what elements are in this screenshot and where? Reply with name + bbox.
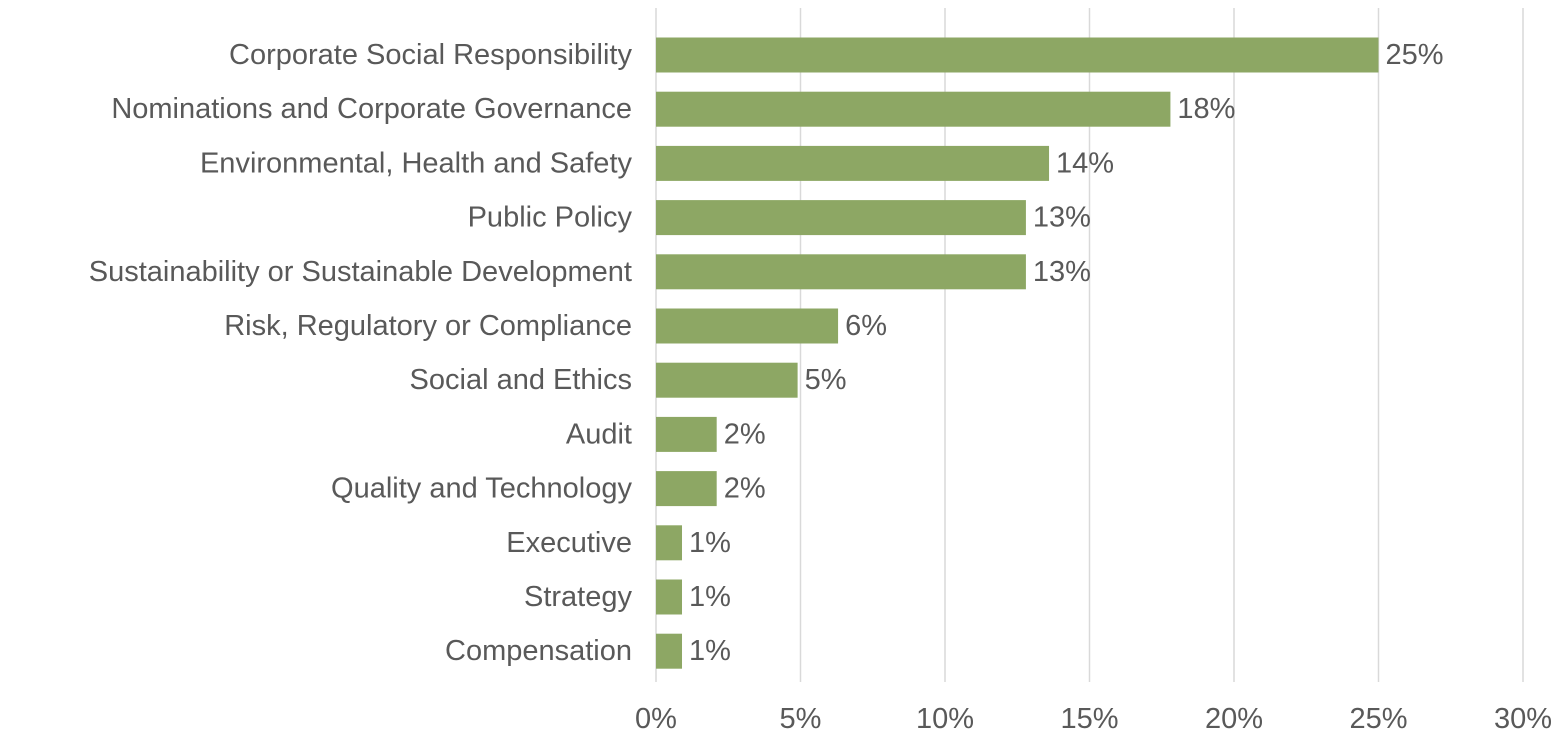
bar bbox=[656, 92, 1170, 127]
x-tick-label: 0% bbox=[635, 703, 677, 731]
x-tick-label: 30% bbox=[1494, 703, 1552, 731]
bars bbox=[656, 38, 1379, 669]
x-tick-label: 10% bbox=[916, 703, 974, 731]
category-label: Social and Ethics bbox=[410, 364, 632, 396]
category-label: Executive bbox=[506, 527, 632, 559]
bar bbox=[656, 38, 1379, 73]
data-label: 18% bbox=[1177, 93, 1235, 125]
bar bbox=[656, 254, 1026, 289]
bar bbox=[656, 471, 717, 506]
x-tick-label: 20% bbox=[1205, 703, 1263, 731]
data-label: 6% bbox=[845, 310, 887, 342]
data-label: 1% bbox=[689, 527, 731, 559]
x-tick-label: 5% bbox=[780, 703, 822, 731]
category-label: Corporate Social Responsibility bbox=[229, 39, 632, 71]
category-label: Environmental, Health and Safety bbox=[200, 147, 633, 179]
data-label: 1% bbox=[689, 635, 731, 667]
data-label: 25% bbox=[1386, 39, 1444, 71]
category-label: Public Policy bbox=[468, 202, 633, 234]
bar bbox=[656, 363, 798, 398]
x-tick-label: 15% bbox=[1060, 703, 1118, 731]
category-label: Audit bbox=[566, 418, 632, 450]
bar bbox=[656, 525, 682, 560]
bar bbox=[656, 417, 717, 452]
category-label: Risk, Regulatory or Compliance bbox=[224, 310, 632, 342]
data-label: 2% bbox=[724, 473, 766, 505]
x-tick-label: 25% bbox=[1349, 703, 1407, 731]
bar bbox=[656, 309, 838, 344]
x-axis-tick-labels: 0% 5% 10% 15% 20% 25% 30% bbox=[635, 703, 1552, 731]
data-label: 13% bbox=[1033, 202, 1091, 234]
category-label: Sustainability or Sustainable Developmen… bbox=[89, 256, 632, 288]
data-label: 5% bbox=[805, 364, 847, 396]
bar bbox=[656, 146, 1049, 181]
category-labels: Corporate Social Responsibility Nominatio… bbox=[89, 39, 633, 667]
value-labels: 25% 18% 14% 13% 13% 6% 5% 2% 2% 1% 1% 1% bbox=[689, 39, 1444, 667]
data-label: 2% bbox=[724, 418, 766, 450]
data-label: 1% bbox=[689, 581, 731, 613]
category-label: Quality and Technology bbox=[331, 473, 632, 505]
bar bbox=[656, 634, 682, 669]
bar bbox=[656, 200, 1026, 235]
category-label: Strategy bbox=[524, 581, 632, 613]
bar bbox=[656, 580, 682, 615]
category-label: Compensation bbox=[445, 635, 632, 667]
data-label: 14% bbox=[1056, 147, 1114, 179]
category-label: Nominations and Corporate Governance bbox=[111, 93, 632, 125]
data-label: 13% bbox=[1033, 256, 1091, 288]
